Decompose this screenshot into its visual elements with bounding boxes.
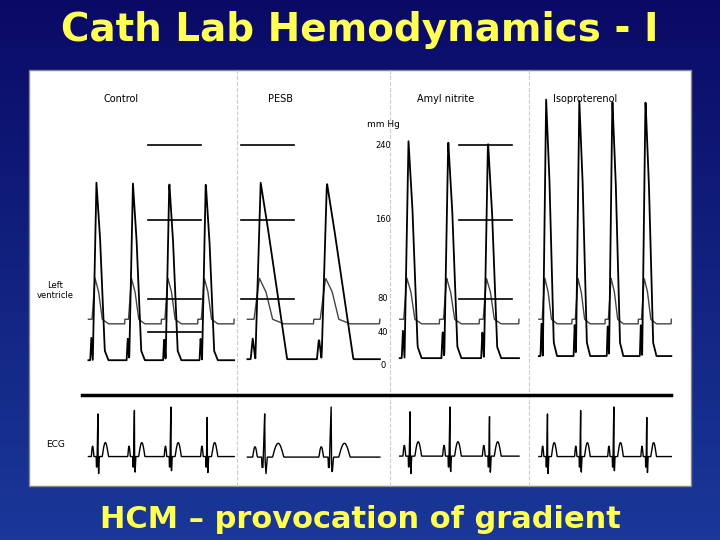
Text: 160: 160 <box>375 215 391 225</box>
Text: 0: 0 <box>381 361 386 370</box>
Text: 40: 40 <box>378 328 388 336</box>
Text: ECG: ECG <box>46 440 65 449</box>
Text: PESB: PESB <box>268 94 293 104</box>
Text: Amyl nitrite: Amyl nitrite <box>418 94 474 104</box>
Text: Left
ventricle: Left ventricle <box>37 281 73 300</box>
Text: HCM – provocation of gradient: HCM – provocation of gradient <box>99 505 621 534</box>
Text: mm Hg: mm Hg <box>366 120 400 129</box>
Text: 240: 240 <box>375 140 391 150</box>
Text: Isoproterenol: Isoproterenol <box>553 94 617 104</box>
Text: Control: Control <box>104 94 139 104</box>
Text: 80: 80 <box>378 294 389 303</box>
Text: Cath Lab Hemodynamics - I: Cath Lab Hemodynamics - I <box>61 11 659 49</box>
FancyBboxPatch shape <box>29 70 691 486</box>
